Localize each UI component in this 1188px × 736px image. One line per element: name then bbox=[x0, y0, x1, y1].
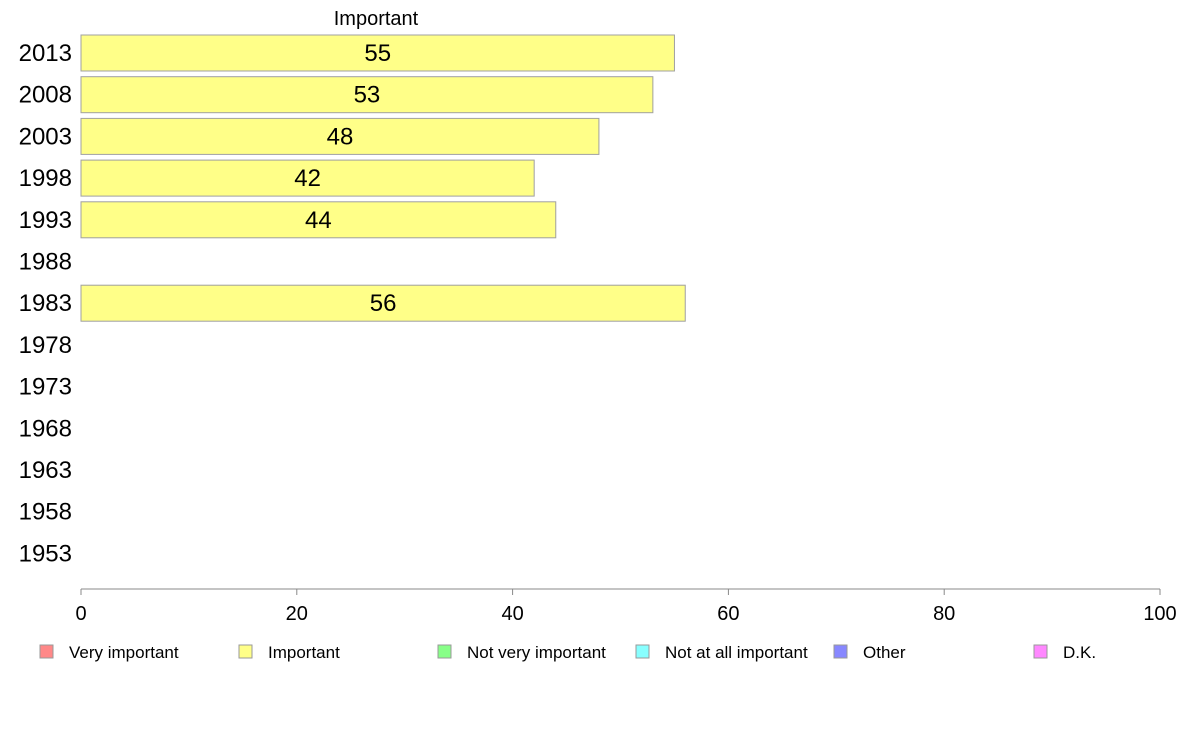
legend-label: Not at all important bbox=[665, 643, 808, 662]
y-tick-label-1973: 1973 bbox=[19, 374, 72, 401]
x-tick-label-80: 80 bbox=[933, 603, 955, 625]
y-tick-label-1998: 1998 bbox=[19, 165, 72, 192]
bar-2003 bbox=[80, 117, 600, 155]
data-label-1998: 42 bbox=[294, 165, 321, 192]
legend-swatch bbox=[39, 644, 54, 659]
data-label-2003: 48 bbox=[327, 123, 354, 150]
y-tick-label-1963: 1963 bbox=[19, 457, 72, 484]
legend-label: Other bbox=[863, 643, 906, 662]
legend-item: Important bbox=[238, 643, 340, 662]
y-tick-label-1978: 1978 bbox=[19, 332, 72, 359]
legend-item: Other bbox=[833, 643, 906, 662]
bar-2013 bbox=[80, 34, 675, 72]
y-tick-label-1983: 1983 bbox=[19, 290, 72, 317]
legend-item: Not very important bbox=[437, 643, 606, 662]
y-tick-label-1968: 1968 bbox=[19, 415, 72, 442]
legend-item: D.K. bbox=[1033, 643, 1096, 662]
y-axis-labels: 2013 2008 2003 1998 1993 1988 1983 1978 1973 1968… bbox=[19, 40, 72, 567]
bar-1998 bbox=[80, 159, 535, 197]
data-label-2008: 53 bbox=[354, 82, 381, 109]
legend-item: Not at all important bbox=[635, 643, 808, 662]
x-tick-label-40: 40 bbox=[501, 603, 523, 625]
y-tick-label-2008: 2008 bbox=[19, 82, 72, 109]
data-label-2013: 55 bbox=[364, 40, 391, 67]
y-tick-label-1958: 1958 bbox=[19, 499, 72, 526]
legend-label: Very important bbox=[69, 643, 179, 662]
x-axis: 0 20 40 60 80 100 bbox=[75, 588, 1177, 625]
y-tick-label-1953: 1953 bbox=[19, 540, 72, 567]
y-tick-label-1993: 1993 bbox=[19, 207, 72, 234]
legend-swatch bbox=[437, 644, 452, 659]
y-tick-label-1988: 1988 bbox=[19, 249, 72, 276]
x-tick-label-0: 0 bbox=[75, 603, 86, 625]
bar-1993 bbox=[80, 201, 557, 239]
y-tick-label-2003: 2003 bbox=[19, 123, 72, 150]
bar-2008 bbox=[80, 76, 654, 114]
legend-swatch bbox=[635, 644, 650, 659]
legend: Very important Important Not very importan… bbox=[39, 643, 1096, 662]
legend-swatch bbox=[238, 644, 253, 659]
legend-label: D.K. bbox=[1063, 643, 1096, 662]
chart-title: Important bbox=[334, 8, 419, 30]
x-tick-label-60: 60 bbox=[717, 603, 739, 625]
data-label-1983: 56 bbox=[370, 290, 397, 317]
y-tick-label-2013: 2013 bbox=[19, 40, 72, 67]
legend-label: Not very important bbox=[467, 643, 606, 662]
legend-swatch bbox=[1033, 644, 1048, 659]
x-tick-label-20: 20 bbox=[286, 603, 308, 625]
legend-label: Important bbox=[268, 643, 340, 662]
legend-item: Very important bbox=[39, 643, 179, 662]
bar-1983 bbox=[80, 284, 686, 322]
legend-swatch bbox=[833, 644, 848, 659]
data-label-1993: 44 bbox=[305, 207, 332, 234]
x-tick-label-100: 100 bbox=[1143, 603, 1176, 625]
